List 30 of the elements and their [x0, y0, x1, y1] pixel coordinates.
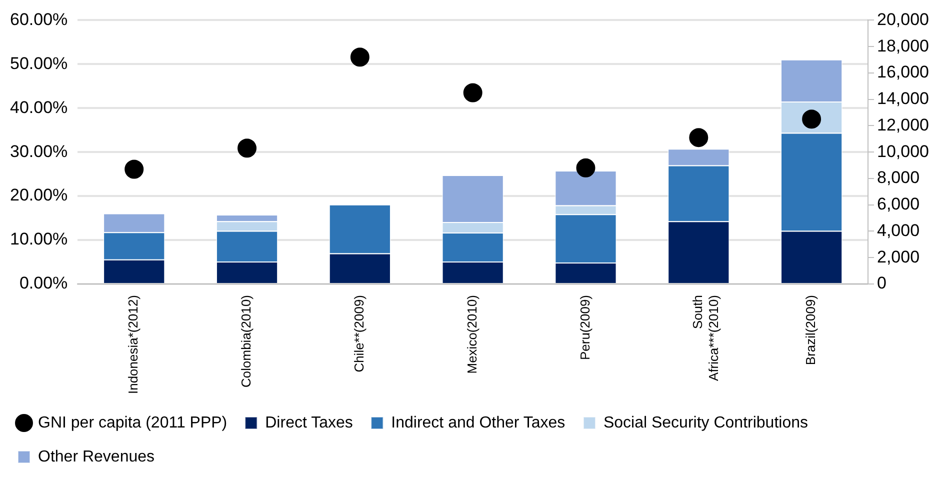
- x-tick-label: Peru(2009): [577, 294, 592, 360]
- y-tick-label: 30.00%: [10, 142, 68, 161]
- y2-tick-label: 4,000: [877, 220, 920, 240]
- y-tick-label: 0.00%: [19, 274, 68, 293]
- y2-tick-label: 10,000: [877, 142, 930, 161]
- legend-label: Direct Taxes: [265, 414, 353, 432]
- x-tick-label: Chile**(2009): [352, 294, 366, 372]
- y-tick-label: 60.00%: [10, 10, 68, 29]
- y2-tick-label: 16,000: [877, 62, 930, 82]
- legend-label: GNI per capita (2011 PPP): [38, 414, 228, 432]
- y2-tick-label: 0: [877, 274, 886, 293]
- y2-tick-label: 12,000: [877, 115, 930, 134]
- x-tick-label: South Africa***(2010): [690, 294, 721, 381]
- y2-tick-label: 14,000: [877, 89, 930, 108]
- x-tick-label: Colombia(2010): [238, 294, 254, 388]
- legend-label: Indirect and Other Taxes: [391, 414, 566, 432]
- y2-tick-label: 18,000: [877, 36, 930, 56]
- legend-label: Other Revenues: [38, 448, 155, 466]
- y2-tick-label: 20,000: [877, 10, 930, 29]
- x-tick-label: Mexico(2010): [464, 294, 480, 374]
- x-tick-label: Brazil(2009): [803, 294, 818, 366]
- y2-tick-label: 2,000: [877, 247, 920, 266]
- y-tick-label: 20.00%: [10, 186, 68, 205]
- y-tick-label: 50.00%: [10, 54, 68, 73]
- y-tick-label: 10.00%: [10, 230, 68, 249]
- x-tick-label: Indonesia*(2012): [126, 294, 141, 394]
- y-tick-label: 40.00%: [10, 98, 68, 117]
- legend-label: Social Security Contributions: [603, 414, 808, 432]
- y2-tick-label: 8,000: [877, 168, 920, 188]
- y2-tick-label: 6,000: [877, 194, 920, 214]
